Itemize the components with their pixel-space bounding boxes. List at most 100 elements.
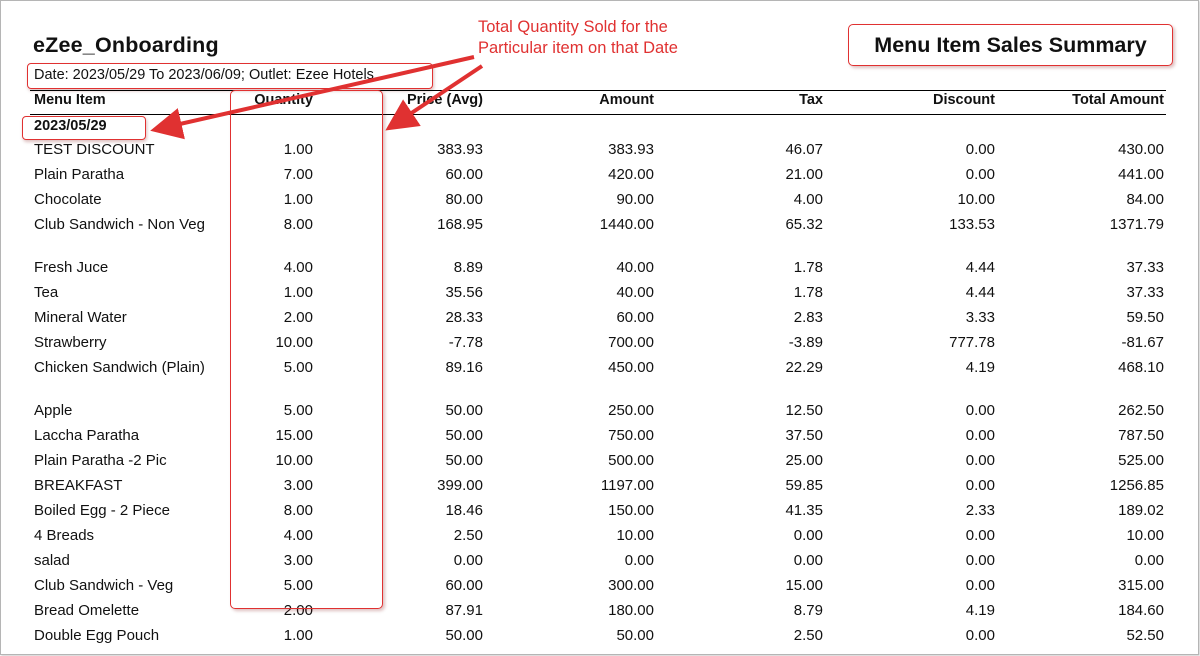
- cell-amount: 500.00: [608, 452, 654, 469]
- cell-quantity: 5.00: [283, 402, 313, 419]
- cell-price: 89.16: [445, 359, 483, 376]
- cell-price: 50.00: [445, 627, 483, 644]
- arrow-to-date-group: [150, 55, 475, 140]
- cell-quantity: 2.00: [283, 602, 313, 619]
- cell-total-amount: 59.50: [1126, 309, 1164, 326]
- cell-discount: 0.00: [965, 402, 995, 419]
- cell-tax: 0.00: [793, 527, 823, 544]
- report-title: Menu Item Sales Summary: [848, 24, 1173, 66]
- cell-tax: 12.50: [785, 402, 823, 419]
- cell-quantity: 4.00: [283, 527, 313, 544]
- cell-price: 80.00: [445, 191, 483, 208]
- cell-amount: 40.00: [616, 284, 654, 301]
- cell-menu-item: Plain Paratha: [34, 166, 125, 183]
- cell-discount: 0.00: [965, 627, 995, 644]
- cell-discount: 10.00: [957, 191, 995, 208]
- cell-quantity: 8.00: [283, 502, 313, 519]
- cell-amount: 300.00: [608, 577, 654, 594]
- arrow-to-quantity-column: [385, 64, 484, 131]
- cell-tax: 41.35: [785, 502, 823, 519]
- cell-quantity: 7.00: [283, 166, 313, 183]
- col-header-discount: Discount: [932, 92, 995, 108]
- cell-total-amount: 0.00: [1134, 552, 1164, 569]
- cell-price: 35.56: [445, 284, 483, 301]
- cell-discount: 0.00: [965, 141, 995, 158]
- cell-total-amount: 468.10: [1118, 359, 1164, 376]
- cell-amount: 60.00: [616, 309, 654, 326]
- cell-total-amount: 189.02: [1118, 502, 1164, 519]
- company-name: eZee_Onboarding: [33, 33, 219, 57]
- cell-menu-item: Laccha Paratha: [34, 427, 140, 444]
- cell-menu-item: Chicken Sandwich (Plain): [34, 359, 205, 376]
- cell-menu-item: BREAKFAST: [34, 477, 123, 494]
- cell-tax: 46.07: [785, 141, 823, 158]
- cell-price: 87.91: [445, 602, 483, 619]
- cell-tax: 1.78: [793, 259, 823, 276]
- cell-amount: 420.00: [608, 166, 654, 183]
- cell-menu-item: Strawberry: [34, 334, 107, 351]
- cell-discount: 0.00: [965, 577, 995, 594]
- cell-amount: 50.00: [616, 627, 654, 644]
- cell-amount: 0.00: [624, 552, 654, 569]
- cell-amount: 1197.00: [600, 477, 654, 494]
- cell-total-amount: 84.00: [1126, 191, 1164, 208]
- cell-amount: 150.00: [608, 502, 654, 519]
- cell-tax: 59.85: [785, 477, 823, 494]
- quantity-column-highlight: [230, 90, 383, 609]
- cell-menu-item: TEST DISCOUNT: [34, 141, 155, 158]
- date-group-label: 2023/05/29: [34, 118, 107, 134]
- cell-menu-item: Bread Omelette: [34, 602, 140, 619]
- cell-total-amount: 1371.79: [1109, 216, 1164, 233]
- cell-menu-item: Chocolate: [34, 191, 102, 208]
- cell-quantity: 10.00: [275, 334, 313, 351]
- cell-price: 383.93: [437, 141, 483, 158]
- cell-tax: 1.78: [793, 284, 823, 301]
- cell-total-amount: 10.00: [1126, 527, 1164, 544]
- col-header-tax: Tax: [799, 92, 823, 108]
- cell-total-amount: 37.33: [1126, 259, 1164, 276]
- col-header-menu-item: Menu Item: [34, 92, 106, 108]
- cell-quantity: 4.00: [283, 259, 313, 276]
- header-top-rule: [30, 90, 1166, 91]
- cell-discount: 4.44: [965, 284, 995, 301]
- cell-tax: 65.32: [785, 216, 823, 233]
- cell-tax: 2.50: [793, 627, 823, 644]
- cell-menu-item: Club Sandwich - Non Veg: [34, 216, 205, 233]
- cell-amount: 10.00: [616, 527, 654, 544]
- cell-price: 8.89: [453, 259, 483, 276]
- cell-quantity: 8.00: [283, 216, 313, 233]
- cell-total-amount: 184.60: [1118, 602, 1164, 619]
- cell-amount: 90.00: [616, 191, 654, 208]
- cell-discount: 4.44: [965, 259, 995, 276]
- cell-total-amount: -81.67: [1121, 334, 1164, 351]
- cell-quantity: 1.00: [283, 627, 313, 644]
- cell-amount: 40.00: [616, 259, 654, 276]
- cell-discount: 0.00: [965, 166, 995, 183]
- cell-tax: 4.00: [793, 191, 823, 208]
- cell-amount: 450.00: [608, 359, 654, 376]
- cell-total-amount: 430.00: [1118, 141, 1164, 158]
- cell-total-amount: 315.00: [1118, 577, 1164, 594]
- cell-total-amount: 441.00: [1118, 166, 1164, 183]
- cell-tax: 21.00: [785, 166, 823, 183]
- cell-menu-item: Double Egg Pouch: [34, 627, 160, 644]
- cell-quantity: 1.00: [283, 141, 313, 158]
- cell-discount: 4.19: [965, 359, 995, 376]
- cell-amount: 1440.00: [599, 216, 654, 233]
- cell-price: 168.95: [437, 216, 483, 233]
- cell-menu-item: 4 Breads: [34, 527, 95, 544]
- cell-menu-item: Club Sandwich - Veg: [34, 577, 174, 594]
- cell-price: 60.00: [445, 577, 483, 594]
- cell-total-amount: 525.00: [1118, 452, 1164, 469]
- cell-discount: 4.19: [965, 602, 995, 619]
- cell-tax: 2.83: [793, 309, 823, 326]
- cell-tax: -3.89: [788, 334, 823, 351]
- cell-discount: 0.00: [965, 527, 995, 544]
- cell-tax: 25.00: [785, 452, 823, 469]
- cell-quantity: 3.00: [283, 477, 313, 494]
- cell-quantity: 2.00: [283, 309, 313, 326]
- cell-price: 60.00: [445, 166, 483, 183]
- cell-discount: 0.00: [965, 452, 995, 469]
